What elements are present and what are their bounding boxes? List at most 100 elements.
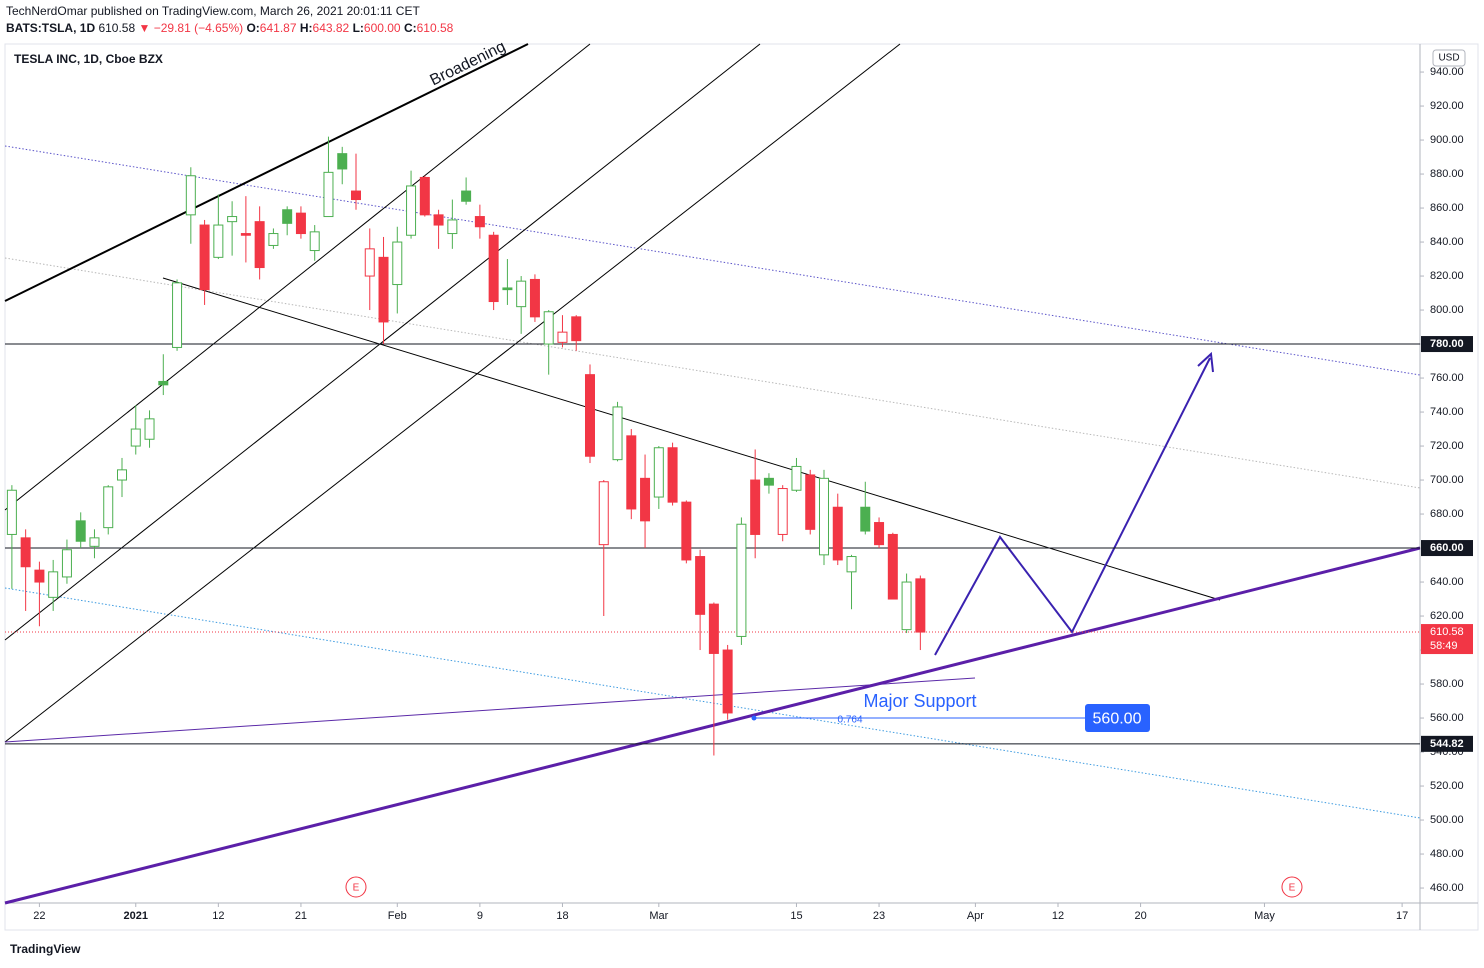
last: 610.58	[98, 21, 135, 35]
candle-body	[763, 477, 774, 486]
candle-body	[309, 231, 320, 252]
candle-body	[832, 506, 843, 561]
candle-body	[268, 233, 279, 246]
level-box	[1421, 540, 1473, 557]
candle-body	[488, 234, 499, 303]
support-label: Major Support	[863, 691, 976, 711]
target-label: 560.00	[1093, 710, 1142, 727]
candle-body	[502, 287, 513, 291]
y-tick-label: 700.00	[1430, 474, 1464, 486]
fib-label: 0.764	[837, 715, 862, 726]
candle-body	[199, 224, 210, 291]
event-label: E	[1289, 883, 1296, 894]
x-tick-label: 2021	[124, 910, 148, 922]
candle-body	[158, 380, 169, 386]
x-tick-label: 20	[1134, 910, 1146, 922]
candle-body	[529, 278, 540, 318]
symbol-line: BATS:TSLA, 1D 610.58 ▼ −29.81 (−4.65%) O…	[6, 21, 454, 35]
event-marker	[345, 876, 367, 898]
y-tick-label: 520.00	[1430, 780, 1464, 792]
y-tick-label: 840.00	[1430, 236, 1464, 248]
candle-body	[818, 477, 829, 556]
last-price-label: 610.58	[1430, 626, 1464, 638]
fib-point	[751, 715, 757, 721]
level-label: 660.00	[1430, 542, 1464, 554]
candle-body	[103, 486, 114, 529]
candle-body	[612, 406, 623, 461]
candle-body	[172, 282, 183, 348]
ohlc-label: C:	[404, 21, 417, 35]
candle-body	[227, 216, 238, 223]
ohlc-value: 600.00	[364, 21, 401, 35]
event-label: E	[353, 883, 360, 894]
candle-body	[860, 506, 871, 532]
x-tick-label: May	[1254, 910, 1275, 922]
x-tick-label: 22	[33, 910, 45, 922]
level-box	[1421, 735, 1473, 752]
drawings	[4, 43, 1421, 905]
candle-body	[433, 214, 444, 226]
currency-box	[1432, 49, 1466, 67]
candle-body	[736, 523, 747, 637]
symbol: BATS:TSLA, 1D	[6, 21, 95, 35]
candle-body	[516, 280, 527, 308]
x-tick-label: Mar	[649, 910, 668, 922]
broadening-line	[4, 43, 529, 302]
ohlc-label: O:	[246, 21, 259, 35]
candle-body	[185, 175, 196, 216]
target-box	[1085, 704, 1150, 733]
candle-body	[61, 549, 72, 578]
channel-line	[4, 43, 901, 743]
y-tick-label: 860.00	[1430, 202, 1464, 214]
candle-body	[240, 233, 251, 236]
candle-body	[791, 465, 802, 491]
countdown-label: 58:49	[1430, 640, 1458, 652]
candle-body	[557, 331, 568, 343]
y-tick-label: 460.00	[1430, 882, 1464, 894]
candle-body	[626, 435, 637, 510]
candle-body	[474, 216, 485, 228]
candle-body	[901, 581, 912, 631]
author-line: TechNerdOmar published on TradingView.co…	[6, 4, 420, 18]
candle-body	[653, 447, 664, 498]
trend-dotted	[4, 587, 1421, 819]
candle-body	[20, 537, 31, 568]
candle-body	[667, 447, 678, 503]
x-tick-label: 23	[873, 910, 885, 922]
y-tick-label: 640.00	[1430, 576, 1464, 588]
ohlc-value: 610.58	[417, 21, 454, 35]
candle-body	[461, 190, 472, 202]
x-tick-label: 15	[790, 910, 802, 922]
y-tick-label: 480.00	[1430, 848, 1464, 860]
candle-body	[34, 569, 45, 583]
candle-body	[419, 176, 430, 216]
y-tick-label: 560.00	[1430, 712, 1464, 724]
candle-body	[874, 522, 885, 546]
candle-body	[571, 316, 582, 342]
candle-body	[722, 649, 733, 714]
y-tick-label: 760.00	[1430, 372, 1464, 384]
candle-body	[254, 221, 265, 269]
y-tick-label: 680.00	[1430, 508, 1464, 520]
candle-body	[598, 481, 609, 546]
candle-body	[6, 489, 17, 535]
x-tick-label: 12	[1052, 910, 1064, 922]
candle-body	[915, 578, 926, 633]
level-label: 780.00	[1430, 338, 1464, 350]
candle-body	[543, 311, 554, 345]
candle-body	[213, 224, 224, 258]
candle-body	[846, 556, 857, 573]
currency: USD	[1438, 53, 1459, 64]
candle-body	[116, 469, 127, 481]
candle-body	[364, 248, 375, 277]
x-tick-label: 18	[556, 910, 568, 922]
candle-body	[89, 537, 100, 547]
level-box	[1421, 336, 1473, 353]
chart-title: TESLA INC, 1D, Cboe BZX	[14, 52, 163, 66]
y-tick-label: 740.00	[1430, 406, 1464, 418]
candle-body	[144, 418, 155, 440]
candle-body	[681, 501, 692, 561]
candle-body	[378, 256, 389, 323]
ohlc-label: L:	[353, 21, 364, 35]
